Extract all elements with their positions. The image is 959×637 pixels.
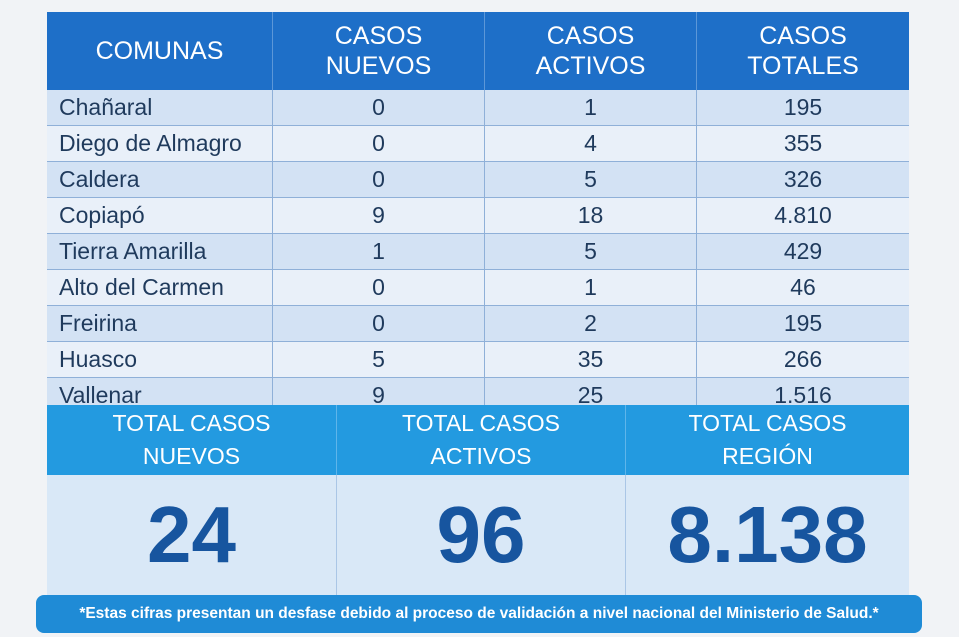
cell-casos-totales: 195	[783, 310, 823, 336]
cell-comuna: Tierra Amarilla	[47, 234, 273, 269]
header-casos-nuevos: CASOS NUEVOS	[273, 12, 485, 90]
cell-casos-activos: 1	[485, 90, 697, 125]
table-row: Chañaral 0 1 195	[47, 90, 909, 126]
cell-casos-nuevos: 9	[273, 198, 485, 233]
cell-comuna: Diego de Almagro	[47, 126, 273, 161]
cell-comuna: Vallenar	[47, 378, 273, 413]
cell-casos-activos: 35	[485, 342, 697, 377]
cell-comuna: Freirina	[47, 306, 273, 341]
table-row: Caldera 0 5 326	[47, 162, 909, 198]
cell-casos-nuevos: 1	[273, 234, 485, 269]
cell-casos-nuevos: 0	[273, 270, 485, 305]
total-region-value: 8.138	[667, 490, 868, 579]
total-activos-value: 96	[337, 475, 626, 595]
totals-values: 24 96 8.138	[47, 475, 909, 595]
cell-casos-activos: 25	[485, 378, 697, 413]
cell-casos-totales: 4.810	[774, 202, 832, 228]
total-activos-label: TOTAL CASOS ACTIVOS	[337, 405, 626, 475]
cell-casos-totales: 326	[783, 166, 823, 192]
cell-casos-totales: 355	[783, 130, 823, 156]
cell-comuna: Chañaral	[47, 90, 273, 125]
table-row: Tierra Amarilla 1 5 429	[47, 234, 909, 270]
total-nuevos-value: 24	[47, 475, 337, 595]
cell-casos-totales: 1.516	[774, 382, 832, 408]
cell-comuna: Alto del Carmen	[47, 270, 273, 305]
cell-casos-nuevos: 0	[273, 126, 485, 161]
cell-casos-nuevos: 9	[273, 378, 485, 413]
cell-casos-nuevos: 5	[273, 342, 485, 377]
cell-casos-totales: 429	[783, 238, 823, 264]
table-row: Diego de Almagro 0 4 355	[47, 126, 909, 162]
cell-casos-activos: 18	[485, 198, 697, 233]
cell-casos-activos: 2	[485, 306, 697, 341]
total-nuevos-label: TOTAL CASOS NUEVOS	[47, 405, 337, 475]
table-row: Huasco 5 35 266	[47, 342, 909, 378]
cell-comuna: Copiapó	[47, 198, 273, 233]
cell-casos-activos: 1	[485, 270, 697, 305]
table-row: Alto del Carmen 0 1 46	[47, 270, 909, 306]
table-header: COMUNAS CASOS NUEVOS CASOS ACTIVOS CASOS…	[47, 12, 909, 90]
table-row: Freirina 0 2 195	[47, 306, 909, 342]
header-casos-activos: CASOS ACTIVOS	[485, 12, 697, 90]
cell-casos-activos: 5	[485, 162, 697, 197]
table-row: Copiapó 9 18 4.810	[47, 198, 909, 234]
cell-casos-activos: 4	[485, 126, 697, 161]
cell-casos-totales: 266	[783, 346, 823, 372]
cell-comuna: Huasco	[47, 342, 273, 377]
totals-panel: TOTAL CASOS NUEVOS TOTAL CASOS ACTIVOS T…	[47, 405, 909, 595]
totals-header: TOTAL CASOS NUEVOS TOTAL CASOS ACTIVOS T…	[47, 405, 909, 475]
cell-casos-totales: 195	[783, 94, 823, 120]
cell-casos-nuevos: 0	[273, 90, 485, 125]
header-comunas: COMUNAS	[47, 12, 273, 90]
cell-casos-nuevos: 0	[273, 162, 485, 197]
table-body: Chañaral 0 1 195 Diego de Almagro 0 4 355 Calder…	[47, 90, 909, 414]
cell-casos-nuevos: 0	[273, 306, 485, 341]
footnote: *Estas cifras presentan un desfase debid…	[36, 595, 922, 633]
cell-comuna: Caldera	[47, 162, 273, 197]
cases-table: COMUNAS CASOS NUEVOS CASOS ACTIVOS CASOS…	[47, 12, 909, 414]
total-region-label: TOTAL CASOS REGIÓN	[688, 410, 847, 469]
header-casos-totales: CASOS TOTALES	[747, 22, 859, 80]
cell-casos-activos: 5	[485, 234, 697, 269]
cell-casos-totales: 46	[790, 274, 816, 300]
